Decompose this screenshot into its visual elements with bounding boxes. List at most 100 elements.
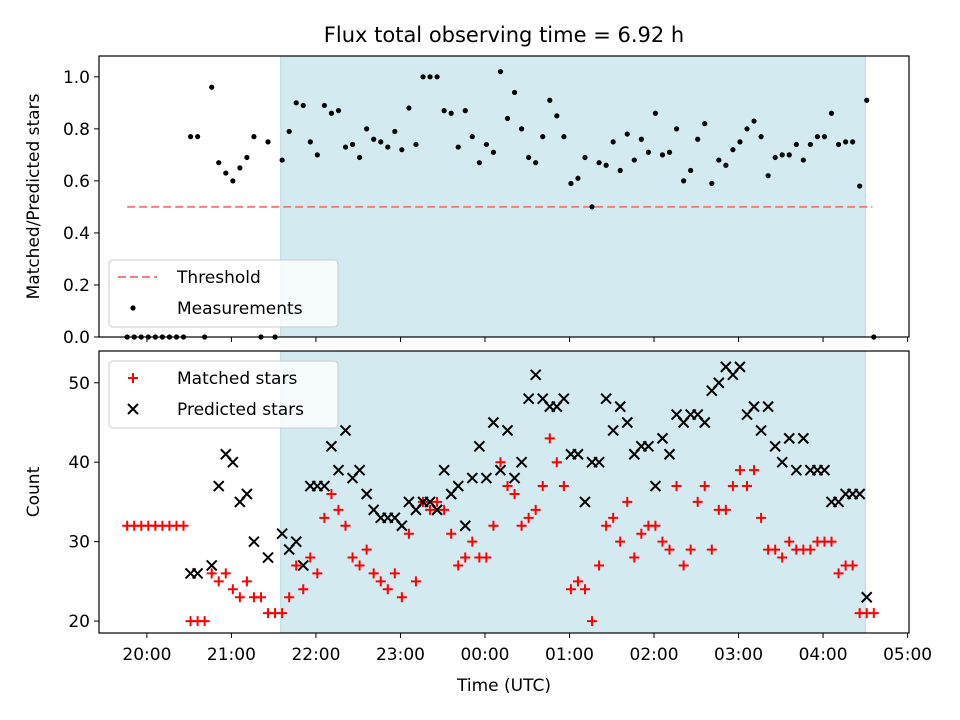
matched-point: [199, 616, 210, 627]
matched-point: [319, 512, 330, 523]
y-tick-label: 0.0: [63, 328, 90, 348]
matched-point: [558, 481, 569, 492]
matched-point: [206, 568, 217, 579]
x-tick-label: 21:00: [207, 645, 256, 665]
legend-label: Measurements: [177, 299, 303, 319]
matched-point: [312, 568, 323, 579]
measurement-point: [864, 97, 870, 103]
y-axis-label: Matched/Predicted stars: [24, 93, 44, 299]
matched-point: [826, 536, 837, 547]
matched-point: [580, 584, 590, 595]
measurement-point: [681, 178, 687, 184]
observing-window-shade: [280, 55, 866, 338]
matched-point: [537, 481, 548, 492]
predicted-point: [353, 464, 366, 476]
matched-point: [213, 576, 224, 587]
x-tick-label: 20:00: [122, 645, 171, 665]
predicted-point: [579, 496, 591, 508]
predicted-point: [297, 559, 309, 572]
measurement-point: [230, 178, 236, 184]
predicted-point: [797, 432, 810, 445]
matched-point: [298, 584, 309, 595]
measurement-point: [758, 134, 764, 140]
predicted-point: [621, 416, 633, 429]
measurement-point: [265, 139, 271, 145]
matched-point: [629, 552, 640, 563]
predicted-point: [431, 504, 443, 516]
measurement-point: [631, 157, 637, 163]
matched-point: [403, 528, 414, 539]
matched-point: [594, 560, 605, 571]
measurement-point: [371, 136, 377, 142]
matched-point: [495, 457, 506, 468]
measurement-point: [511, 89, 518, 96]
x-tick-label: 00:00: [460, 645, 509, 665]
measurement-point: [441, 108, 447, 114]
measurement-point: [364, 126, 370, 132]
chart-title: Flux total observing time = 6.92 h: [324, 23, 684, 47]
matched-point: [509, 488, 520, 499]
measurement-point: [314, 152, 320, 158]
measurement-point: [251, 134, 257, 140]
measurement-point: [821, 134, 828, 140]
measurement-point: [187, 134, 194, 140]
measurement-point: [575, 175, 581, 181]
measurement-point: [723, 162, 729, 168]
matched-point: [488, 520, 499, 531]
predicted-point: [508, 472, 521, 484]
measurement-point: [688, 167, 694, 174]
measurement-point: [399, 147, 405, 153]
measurement-point: [385, 144, 391, 150]
measurement-point: [357, 154, 363, 161]
matched-point: [756, 512, 767, 523]
predicted-point: [276, 527, 288, 540]
measurement-point: [420, 74, 426, 80]
predicted-point: [656, 432, 669, 445]
measurement-point: [751, 118, 757, 124]
matched-point: [551, 457, 562, 468]
x-tick-label: 22:00: [291, 645, 340, 665]
measurement-point: [561, 134, 567, 140]
predicted-point: [494, 464, 507, 476]
predicted-point: [593, 456, 605, 468]
y-axis-label: Count: [24, 466, 44, 517]
y-tick-label: 0.6: [63, 172, 90, 192]
matched-point: [347, 552, 358, 563]
measurement-point: [772, 154, 778, 161]
series-plus: [122, 433, 879, 627]
matched-point: [664, 544, 675, 555]
predicted-point: [325, 440, 338, 453]
measurement-point: [307, 139, 313, 145]
matched-point: [657, 536, 668, 547]
predicted-point: [396, 520, 408, 532]
matched-point: [453, 560, 464, 571]
matched-point: [692, 496, 703, 507]
predicted-point: [734, 361, 746, 373]
predicted-point: [227, 456, 239, 468]
measurement-point: [321, 102, 327, 109]
measurement-point: [814, 134, 821, 140]
matched-point: [516, 520, 527, 531]
matched-point: [671, 481, 682, 492]
x-tick-label: 02:00: [630, 645, 679, 665]
measurement-point: [702, 121, 708, 127]
predicted-point: [790, 464, 803, 476]
measurement-point: [835, 141, 842, 148]
measurement-point: [293, 100, 299, 106]
measurement-point: [237, 165, 243, 171]
legend-predicted-swatch: [127, 403, 139, 415]
bottom-axes: 20 30 40 50 20:00 21:00 22:00 23:00 00:00 01:00 02…: [24, 350, 932, 696]
measurement-point: [540, 134, 546, 140]
matched-point: [326, 488, 337, 499]
matched-point: [833, 568, 844, 579]
measurement-point: [378, 139, 384, 145]
measurement-point: [504, 115, 511, 122]
measurement-point: [807, 141, 813, 148]
measurement-point: [300, 102, 306, 109]
predicted-point: [248, 535, 260, 548]
matched-point: [305, 552, 316, 563]
measurement-point: [328, 110, 335, 116]
predicted-point: [452, 480, 464, 492]
measurement-point: [448, 110, 454, 116]
x-tick-label: 01:00: [545, 645, 594, 665]
